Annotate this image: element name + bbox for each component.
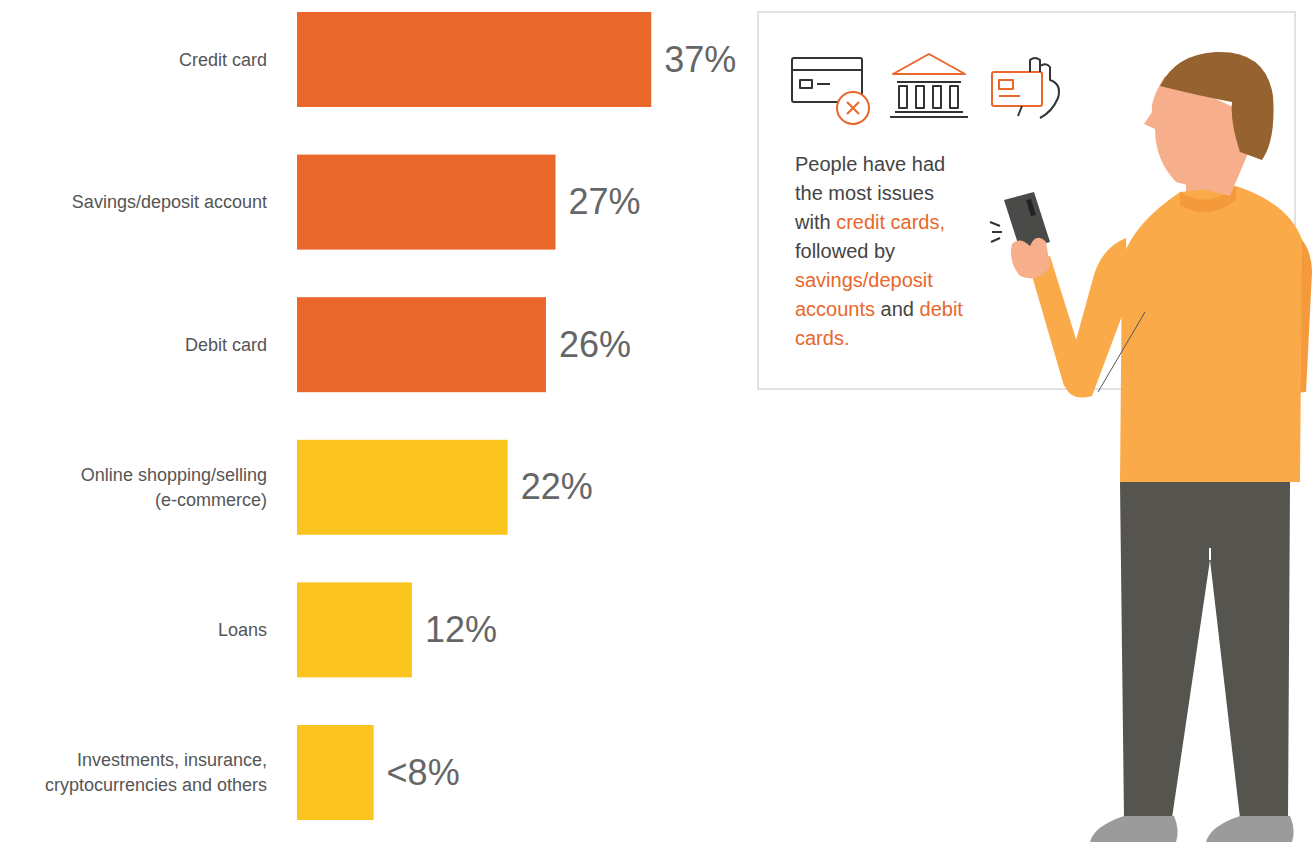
- bank-base: [895, 111, 963, 113]
- category-line: Online shopping/selling: [81, 465, 267, 485]
- bar: [297, 440, 508, 535]
- category-line: Debit card: [185, 335, 267, 355]
- page: {"chart_data": {"type": "bar", "orientat…: [0, 0, 1314, 844]
- data-label: <8%: [387, 752, 460, 793]
- category-line: Savings/deposit account: [72, 192, 267, 212]
- hand: [1018, 58, 1059, 118]
- category-label: Loans: [218, 620, 267, 640]
- annotation-segment: followed by: [795, 240, 895, 262]
- bar: [297, 12, 651, 107]
- category-line: Credit card: [179, 50, 267, 70]
- hand-card-line: [999, 95, 1020, 97]
- bank-base: [890, 116, 968, 118]
- hand: [1011, 238, 1050, 279]
- bar: [297, 155, 556, 250]
- phone-detail: [1026, 199, 1036, 216]
- category-line: (e-commerce): [155, 490, 267, 510]
- bank-column: [950, 86, 958, 108]
- data-label: 22%: [521, 466, 593, 507]
- icons: [792, 54, 1059, 124]
- cancel-circle: [837, 92, 869, 124]
- bar: [297, 582, 412, 677]
- category-label: Debit card: [185, 335, 267, 355]
- phone-signal: [990, 222, 1002, 242]
- bank-column: [916, 86, 924, 108]
- category-label: Online shopping/selling (e-commerce): [81, 465, 267, 510]
- category-line: Investments, insurance,: [77, 750, 267, 770]
- hair: [1160, 52, 1274, 160]
- bank-roof: [893, 54, 965, 74]
- hand-card: [992, 72, 1042, 106]
- cancel-x: [847, 102, 859, 114]
- category-label: Savings/deposit account: [72, 192, 267, 212]
- labels: 37% Credit card 27% Savings/deposit account…: [45, 39, 736, 796]
- category-line: cryptocurrencies and others: [45, 775, 267, 795]
- hand-card-chip: [999, 80, 1013, 89]
- data-label: 27%: [569, 181, 641, 222]
- category-label: Credit card: [179, 50, 267, 70]
- bar: [297, 297, 546, 392]
- category-label: Investments, insurance, cryptocurrencies …: [45, 750, 267, 795]
- bars: [297, 12, 651, 820]
- shoe: [1206, 816, 1294, 842]
- person: [990, 52, 1312, 842]
- pants-seam: [1209, 548, 1211, 560]
- bank-column: [899, 86, 907, 108]
- bank-column: [933, 86, 941, 108]
- shoe: [1090, 816, 1178, 842]
- card-line: [817, 83, 830, 85]
- annotation-segment: credit cards,: [836, 211, 945, 233]
- data-label: 12%: [425, 609, 497, 650]
- category-line: Loans: [218, 620, 267, 640]
- data-label: 26%: [559, 324, 631, 365]
- card-stripe: [792, 69, 862, 71]
- card-chip: [800, 80, 812, 88]
- chart: 37% Credit card 27% Savings/deposit account…: [0, 0, 1314, 844]
- data-label: 37%: [664, 39, 736, 80]
- annotation: People have had the most issues with cre…: [795, 150, 975, 353]
- arm-line: [1098, 312, 1145, 392]
- stage: 37% Credit card 27% Savings/deposit account…: [0, 0, 1314, 844]
- torso: [1120, 186, 1302, 482]
- pants: [1120, 482, 1290, 818]
- bar: [297, 725, 374, 820]
- annotation-segment: and: [875, 298, 919, 320]
- bank-beam: [897, 81, 961, 83]
